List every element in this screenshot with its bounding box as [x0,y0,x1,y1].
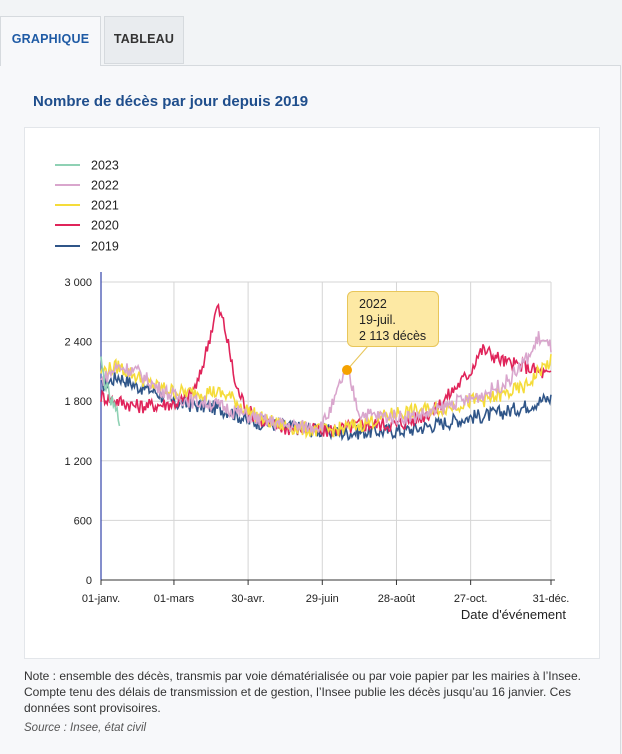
legend-label-2020[interactable]: 2020 [91,219,119,233]
legend-label-2019[interactable]: 2019 [91,240,119,254]
x-axis-label: Date d'événement [461,607,566,622]
highlight-point [342,365,352,375]
y-tick-label: 1 800 [64,396,92,408]
tab-bar: GRAPHIQUE TABLEAU [0,16,622,66]
x-tick-label: 31-déc. [533,593,570,605]
chart-tooltip: 2022 19-juil. 2 113 décès [347,291,439,347]
y-tick-label: 0 [86,575,92,587]
chart-source: Source : Insee, état civil [24,722,147,734]
series-line-2023 [100,356,121,427]
tab-tableau[interactable]: TABLEAU [104,16,184,64]
series-line-2020 [100,302,552,437]
legend-label-2023[interactable]: 2023 [91,159,119,173]
y-tick-label: 3 000 [64,277,92,289]
x-tick-label: 29-juin [306,593,339,605]
chart-title: Nombre de décès par jour depuis 2019 [33,93,309,110]
tooltip-pointer [346,345,369,371]
x-tick-label: 01-mars [154,593,195,605]
y-tick-label: 1 200 [64,456,92,468]
y-tick-label: 2 400 [64,337,92,349]
x-tick-label: 30-avr. [231,593,265,605]
chart-note: Note : ensemble des décès, transmis par … [24,669,581,715]
series-line-2022 [100,331,552,436]
x-tick-label: 27-oct. [454,593,488,605]
tooltip-date: 19-juil. [359,313,396,327]
tooltip-value: 2 113 décès [359,329,427,343]
x-tick-label: 28-août [378,593,415,605]
tab-graphique[interactable]: GRAPHIQUE [0,16,101,66]
tooltip-year: 2022 [359,297,387,311]
x-tick-label: 01-janv. [82,593,120,605]
legend-label-2021[interactable]: 2021 [91,199,119,213]
y-tick-label: 600 [74,515,92,527]
legend-label-2022[interactable]: 2022 [91,179,119,193]
